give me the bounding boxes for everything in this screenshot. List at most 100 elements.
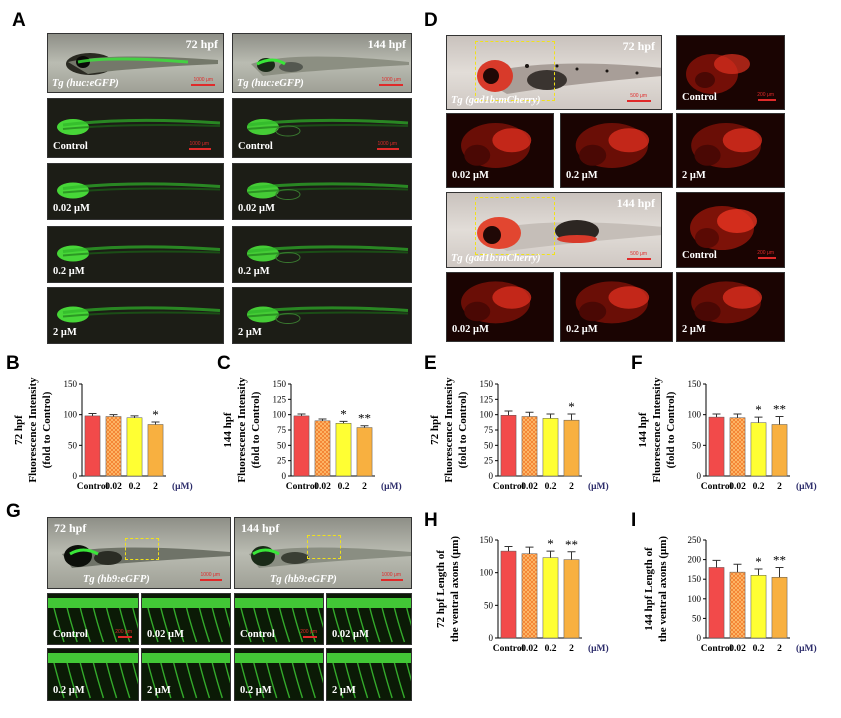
error-bar [712,559,721,568]
x-tick-label: Control [493,644,525,654]
zebrafish-larva-image [477,217,661,251]
x-tick-label: 0.02 [729,644,746,654]
bar [105,416,122,477]
panel-d-dose-144-2: 2 μM [676,272,785,342]
y-tick-label: 250 [688,535,702,545]
x-tick-label: Control [701,644,733,654]
y-tick-label: 125 [273,394,287,404]
y-tick-label: 0 [489,471,494,481]
scale-bar-label: 1000 μm [377,141,397,147]
y-tick-label: 0 [282,471,287,481]
bar [729,571,746,639]
treatment-label: 0.2 μM [240,685,272,696]
treatment-label: 2 μM [332,685,356,696]
y-axis-label: the ventral axons (μm) [449,536,461,642]
scale-bar-label: 200 μm [757,92,774,98]
error-bar [775,566,784,578]
scale-bar-label: 1000 μm [193,77,213,83]
fluorescence-image [327,598,411,643]
panel-a-bf-72: 72 hpf Tg (huc:eGFP) 1000 μm [47,33,224,93]
x-tick-label: 2 [362,482,367,492]
scale-bar [200,579,222,581]
x-tick-label: 2 [777,482,782,492]
transgenic-line-label: Tg (gad1b:mCherry) [451,95,541,106]
fluorescence-image [57,182,221,199]
bar [708,567,725,639]
error-bar [754,416,763,423]
scale-bar [189,148,211,150]
x-tick-label: 0.02 [314,482,331,492]
hpf-label: 72 hpf [622,39,655,53]
panel-letter-b: B [6,353,20,374]
hpf-label: 72 hpf [185,37,218,51]
scale-bar-label: 200 μm [300,629,317,635]
x-tick-label: 2 [569,644,574,654]
hpf-label: 144 hpf [616,196,655,210]
x-tick-label: Control [493,482,525,492]
x-tick-label: 0.2 [338,482,350,492]
panel-a-bf-144: 144 hpf Tg (huc:eGFP) 1000 μm [232,33,412,93]
scale-bar-label: 200 μm [115,629,132,635]
scale-bar [379,84,403,86]
bar-chart-e: 72 hpf Fluorescence Intensity (fold to Con… [429,377,609,492]
x-tick-label: 0.2 [545,482,557,492]
error-bar [775,416,784,425]
scale-bar [381,579,403,581]
bar [708,416,725,477]
treatment-label: 0.2 μM [53,685,85,696]
scale-bar-label: 200 μm [757,250,774,256]
error-bar [733,563,742,573]
scale-bar-label: 1000 μm [189,141,209,147]
significance-marker: * [152,407,159,422]
y-axis-label: the ventral axons (μm) [657,536,669,642]
treatment-label: 2 μM [147,685,171,696]
y-tick-label: 100 [480,410,494,420]
dose-label: 2 μM [682,324,706,335]
panel-letter-d: D [424,10,438,31]
y-axis-label: (fold to Control) [250,391,262,468]
significance-marker: * [755,554,762,569]
region-of-interest-box [125,538,159,560]
treatment-label: 0.2 μM [238,266,270,277]
transgenic-line-label: Tg (hb9:eGFP) [270,574,337,585]
fluorescence-image [142,653,230,699]
scale-bar [758,257,776,259]
panel-a-fluor-144-0: Control 1000 μm [232,98,412,158]
panel-d-dose-72-0: 0.02 μM [446,113,554,188]
fluorescence-image [575,123,650,168]
bar-chart-i: 144 hpf Length of the ventral axons (μm) 0… [643,535,817,654]
panel-d-dose-72-1: 0.2 μM [560,113,673,188]
error-bar [297,413,306,416]
treatment-label: Control [53,141,88,152]
error-bar [525,411,534,417]
treatment-label: Control [53,629,88,640]
zebrafish-larva-image [477,60,661,94]
y-axis-label: 72 hpf Length of [435,550,447,628]
bar [126,417,143,477]
region-of-interest-box [475,41,555,101]
scale-bar [758,99,776,101]
panel-a-fluor-72-0: Control 1000 μm [47,98,224,158]
transgenic-line-label: Tg (hb9:eGFP) [83,574,150,585]
panel-a-fluor-72-1: 0.02 μM [47,163,224,220]
error-bar [109,414,118,417]
x-tick-label: Control [77,482,109,492]
bar [521,553,538,639]
y-tick-label: 75 [484,425,494,435]
fluorescence-image [247,118,409,137]
significance-marker: * [340,406,347,421]
panel-d-dose-72-2: 2 μM [676,113,785,188]
treatment-label: 0.02 μM [332,629,369,640]
error-bar [504,546,513,552]
y-axis-label: Fluorescence Intensity [236,377,248,483]
y-tick-label: 25 [484,456,494,466]
y-tick-label: 100 [273,410,287,420]
panel-letter-f: F [631,353,643,374]
scale-bar [118,636,132,638]
fluorescence-image [48,653,138,699]
scale-bar [303,636,317,638]
y-axis-label: (fold to Control) [41,391,53,468]
y-tick-label: 50 [484,600,494,610]
y-axis-label: 72 hpf [429,415,441,445]
fluorescence-image [575,281,650,324]
